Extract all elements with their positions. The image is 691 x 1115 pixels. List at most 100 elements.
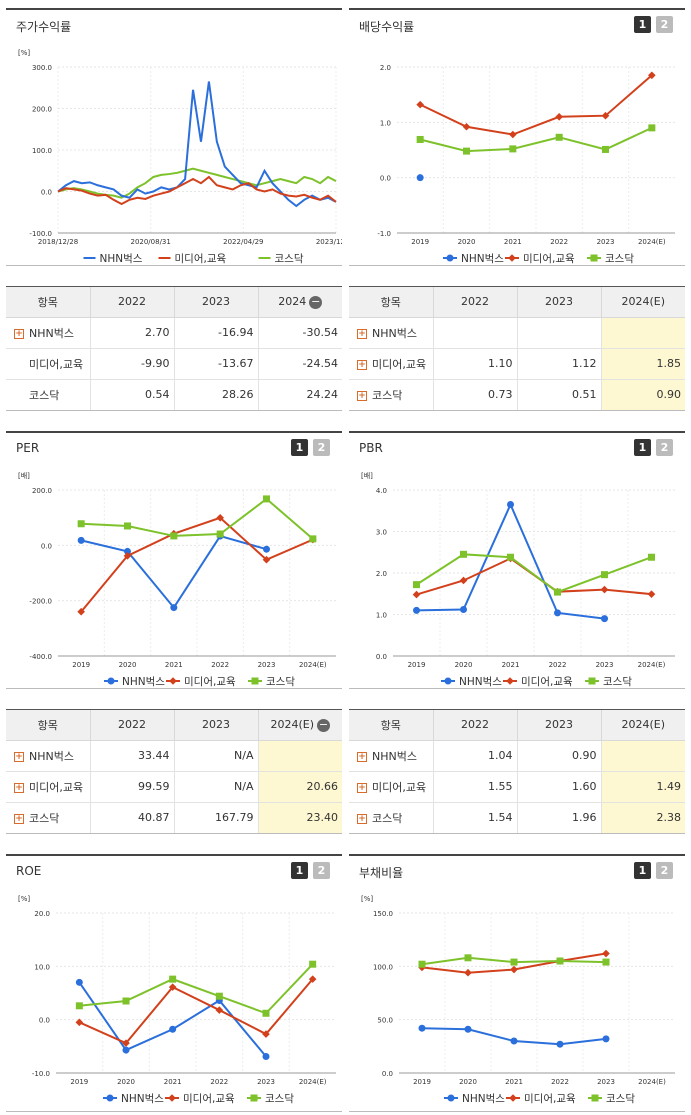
value-cell: 0.73 (432, 379, 517, 410)
data-point-diamond (169, 677, 177, 685)
value-cell: 99.59 (89, 771, 174, 803)
data-point-circle (75, 978, 83, 986)
column-header-item: 항목 (6, 287, 90, 318)
page-1-button[interactable]: 1 (291, 439, 308, 456)
legend-label: NHN벅스 (461, 253, 504, 265)
page-1-button[interactable]: 1 (291, 862, 308, 879)
y-tick-label: 300.0 (32, 64, 52, 72)
collapse-column-icon[interactable]: − (317, 717, 331, 732)
chart-title: PBR (359, 441, 383, 455)
y-tick-label: 2.0 (380, 64, 391, 72)
x-tick-label: 2021 (164, 1078, 182, 1086)
row-label: 미디어,교육 (372, 357, 427, 371)
legend-label: 미디어,교육 (524, 1093, 576, 1105)
data-point-diamond (416, 100, 424, 109)
debt-ratio-chart-panel: 부채비율 1 2 [%] 150.0 100.0 50.0 0.0 2019 2020 202… (349, 854, 685, 1112)
pbr-chart: [배]4.0 3.0 2.0 1.0 0.0 2019 2020 2021 2022 2023 20… (361, 471, 675, 688)
value-cell: 0.90 (516, 740, 601, 772)
y-axis-unit: [%] (18, 49, 30, 57)
data-point-diamond (122, 1039, 130, 1047)
per-table: 항목 2022 2023 2024(E) − + NHN벅스 33.44 N/A + 미디어,교육 9… (6, 710, 342, 833)
data-point-circle (460, 606, 467, 614)
row-label: NHN벅스 (372, 749, 417, 763)
data-point-circle (446, 254, 454, 262)
expand-row-icon[interactable]: + (357, 782, 367, 793)
y-tick-label: 200.0 (32, 106, 52, 114)
data-point-diamond (168, 1094, 176, 1102)
data-point-square (602, 958, 610, 966)
y-tick-label: 0.0 (39, 1017, 50, 1025)
expand-row-icon[interactable]: + (14, 328, 24, 339)
header-label: 2023 (202, 295, 230, 309)
value-cell: 23.40 (257, 802, 342, 833)
data-point-square (554, 588, 561, 596)
expand-row-icon[interactable]: + (357, 813, 367, 824)
price-return-table: 항목 2022 2023 2024− + NHN벅스 2.70 -16.94 -30.54 미디어… (6, 287, 342, 410)
header-label: 2022 (461, 718, 489, 732)
data-point-diamond (412, 590, 421, 599)
legend-label: 코스닥 (266, 676, 295, 688)
x-tick-label: 2018/12/28 (38, 238, 78, 246)
page-2-button[interactable]: 2 (313, 439, 330, 456)
x-tick-label: 2024(E) (638, 661, 666, 669)
row-label: NHN벅스 (29, 326, 74, 340)
page-2-button[interactable]: 2 (313, 862, 330, 879)
y-tick-label: 50.0 (377, 1017, 393, 1025)
x-tick-label: 2020 (119, 661, 137, 669)
value-cell: 167.79 (173, 802, 258, 833)
page-1-button[interactable]: 1 (634, 862, 651, 879)
value-cell: 1.54 (432, 802, 517, 833)
row-label: 미디어,교육 (372, 780, 427, 794)
y-tick-label: 0.0 (382, 1070, 393, 1078)
value-cell: 40.87 (89, 802, 174, 833)
header-label: 2023 (545, 718, 573, 732)
page-1-button[interactable]: 1 (634, 16, 651, 33)
expand-row-icon[interactable]: + (357, 390, 367, 401)
data-point-circle (416, 174, 424, 182)
legend-label: NHN벅스 (121, 1093, 164, 1105)
expand-row-icon[interactable]: + (357, 328, 367, 339)
data-point-diamond (506, 677, 514, 685)
x-tick-label: 2022 (550, 238, 568, 246)
x-tick-label: 2023 (258, 661, 276, 669)
column-header-item: 항목 (349, 287, 433, 318)
legend-label: 코스닥 (606, 1093, 635, 1105)
expand-row-icon[interactable]: + (14, 813, 24, 824)
expand-row-icon[interactable]: + (14, 751, 24, 762)
data-point-square (590, 254, 598, 262)
dividend-yield-chart-panel: 배당수익률 1 2 2.0 1.0 0.0 -1.0 2019 2020 2021 2022 2… (349, 8, 685, 266)
y-tick-label: -200.0 (29, 598, 52, 606)
data-point-square (124, 522, 131, 530)
data-point-circle (122, 1046, 130, 1054)
column-header-year: 2023 (516, 710, 601, 741)
page-2-button[interactable]: 2 (656, 16, 673, 33)
value-cell (432, 317, 517, 349)
column-header-item: 항목 (6, 710, 90, 741)
data-point-square (648, 553, 655, 561)
legend-label: NHN벅스 (462, 1093, 505, 1105)
row-label: 미디어,교육 (29, 357, 84, 371)
page-1-button[interactable]: 1 (634, 439, 651, 456)
data-point-diamond (509, 130, 517, 139)
y-tick-label: 0.0 (380, 175, 391, 183)
page-2-button[interactable]: 2 (656, 862, 673, 879)
data-point-diamond (648, 71, 656, 80)
collapse-column-icon[interactable]: − (309, 294, 323, 309)
data-point-circle (602, 1035, 610, 1043)
y-tick-label: 10.0 (34, 963, 50, 971)
y-tick-label: 1.0 (380, 119, 391, 127)
x-tick-label: 2023/12/28 (316, 238, 342, 246)
table-row: 미디어,교육 -9.90 -13.67 -24.54 (6, 348, 342, 380)
page-2-button[interactable]: 2 (656, 439, 673, 456)
row-label-cell: 코스닥 (6, 379, 90, 410)
value-cell: N/A (173, 771, 258, 803)
data-point-square (507, 553, 514, 561)
x-tick-label: 2023 (596, 661, 614, 669)
y-axis-unit: [배] (18, 471, 30, 480)
value-cell: -30.54 (257, 317, 342, 349)
expand-row-icon[interactable]: + (14, 782, 24, 793)
data-point-circle (444, 677, 452, 685)
expand-row-icon[interactable]: + (357, 359, 367, 370)
expand-row-icon[interactable]: + (357, 751, 367, 762)
